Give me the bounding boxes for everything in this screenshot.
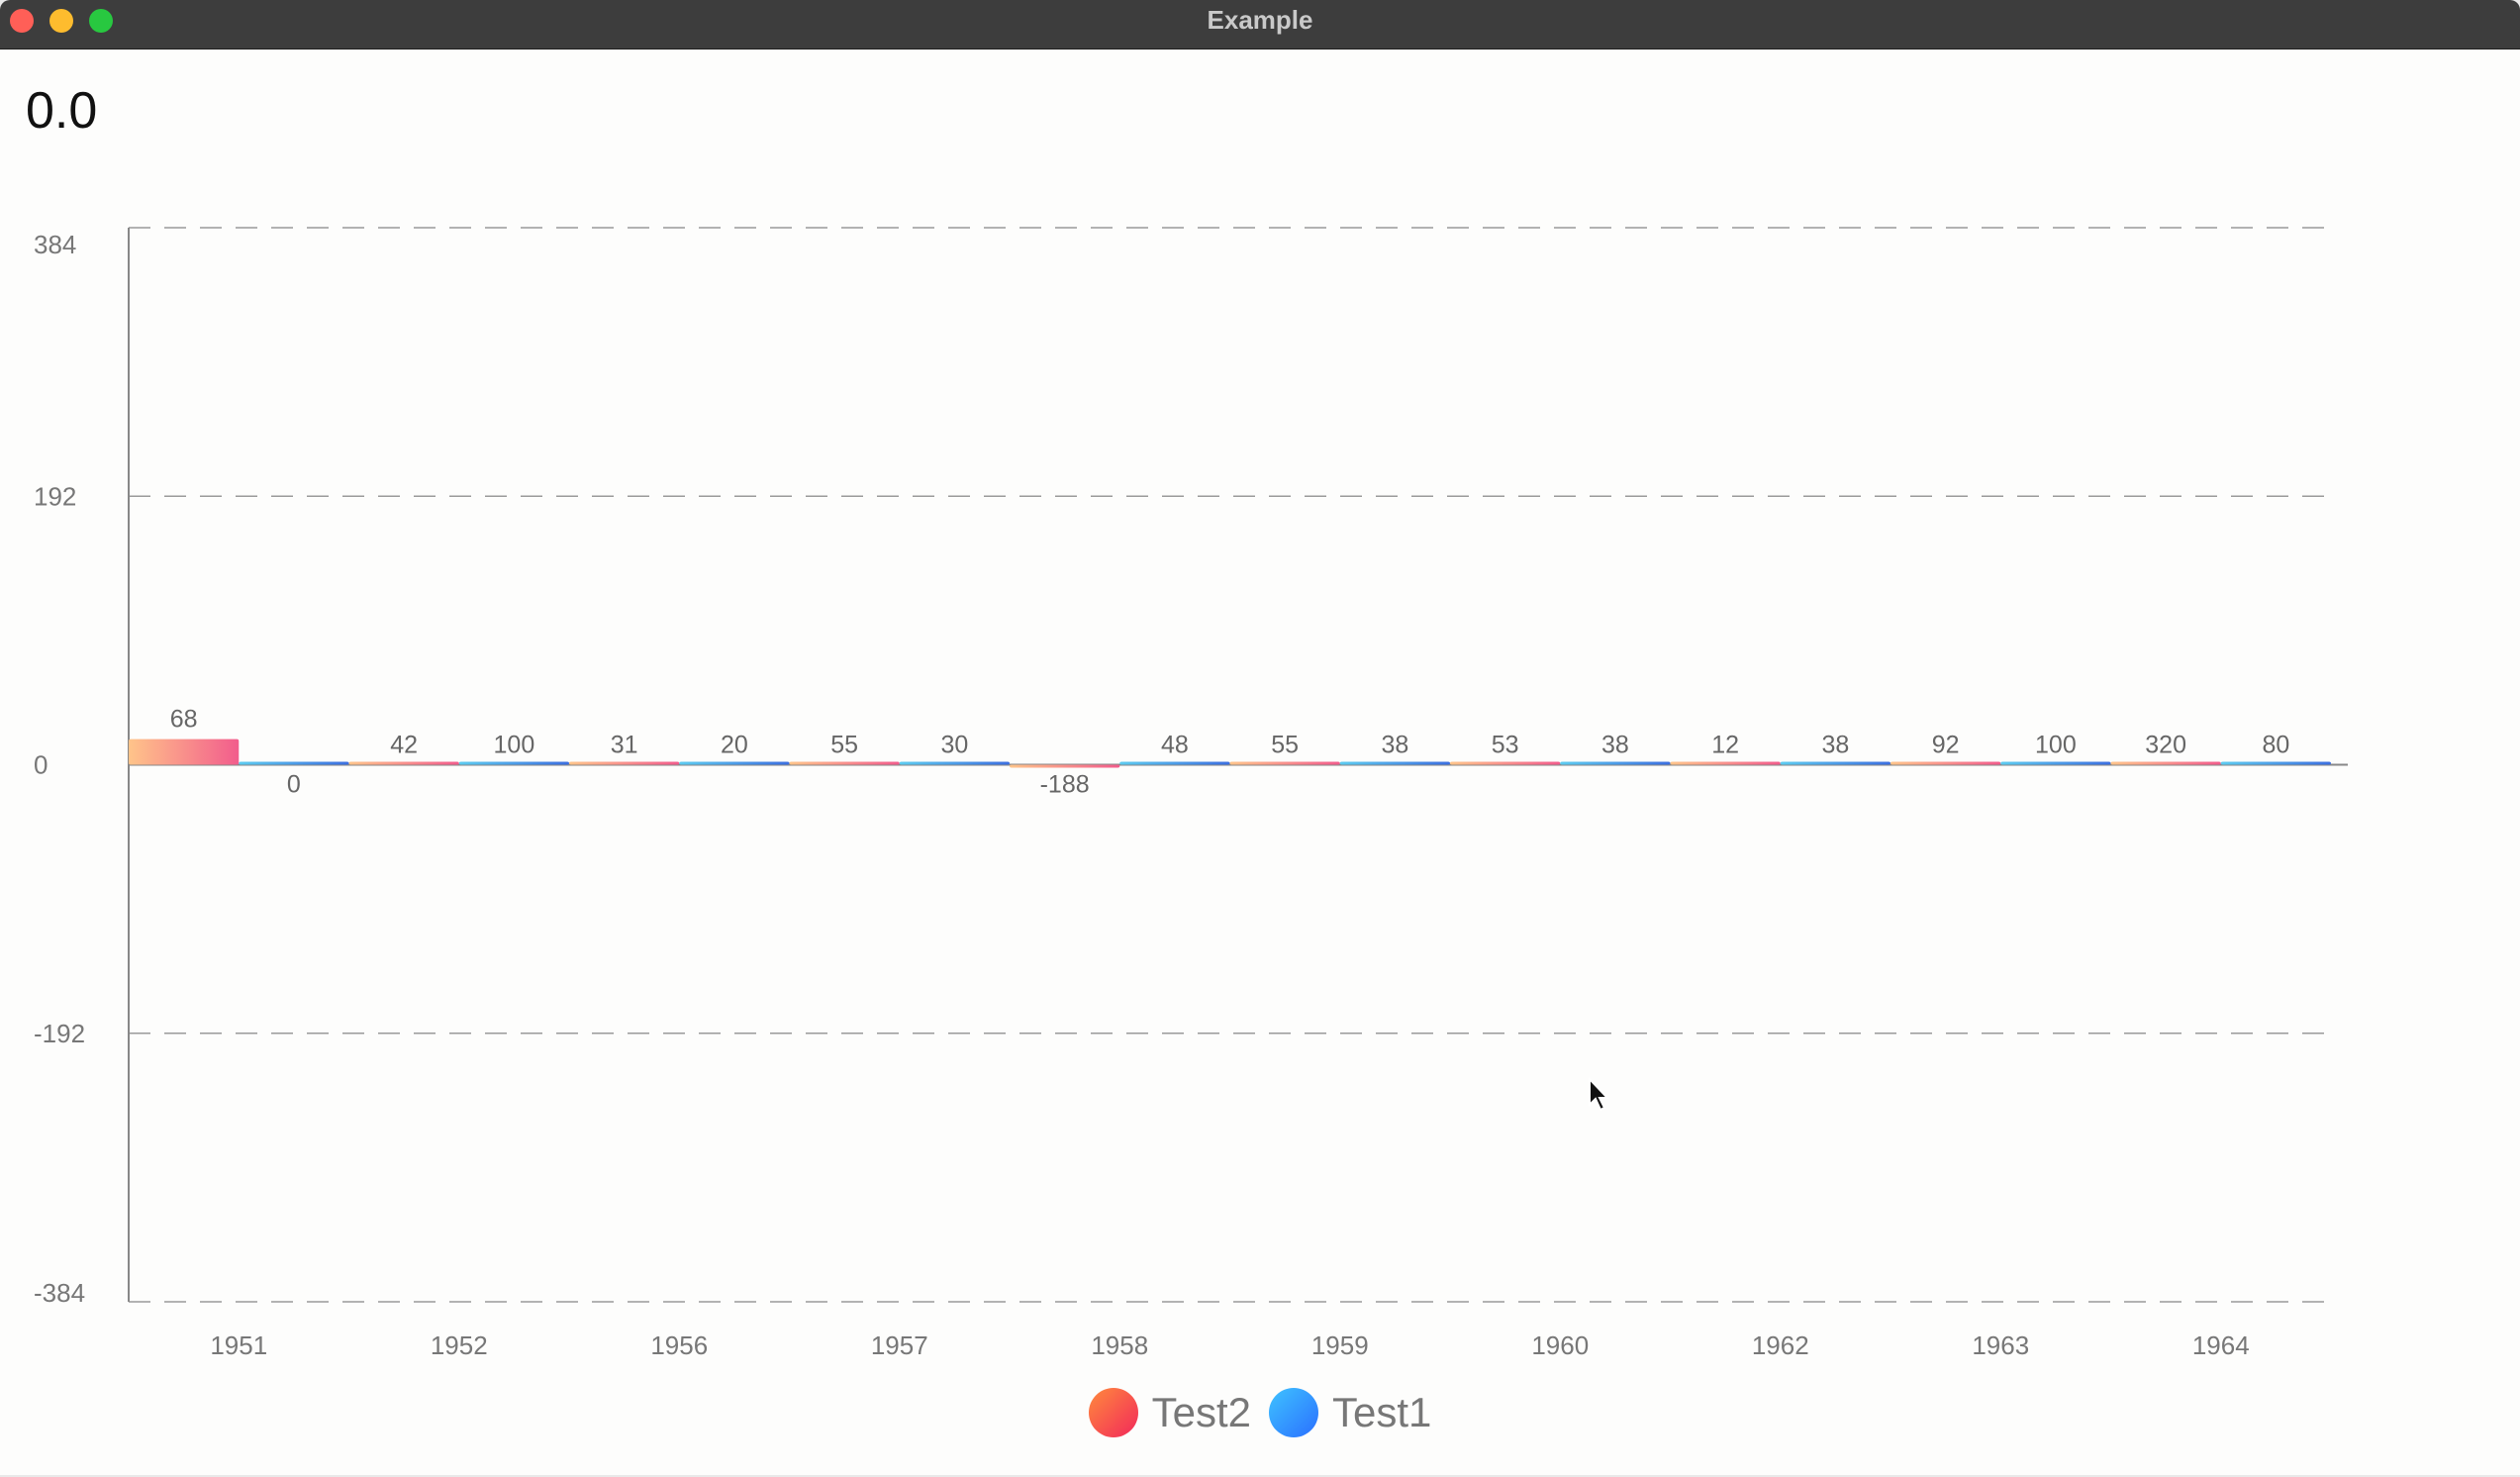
y-tick-label: -192 bbox=[34, 1019, 85, 1048]
legend-item-test2[interactable]: Test2 bbox=[1088, 1388, 1251, 1437]
data-label: 48 bbox=[1161, 732, 1189, 759]
value-readout: 0.0 bbox=[26, 82, 98, 140]
bar-test2-1958[interactable] bbox=[1010, 764, 1120, 768]
y-tick-label: 192 bbox=[34, 481, 76, 511]
title-bar[interactable]: Example bbox=[0, 0, 2520, 49]
data-label: 30 bbox=[940, 732, 968, 759]
legend-swatch-test2 bbox=[1088, 1388, 1138, 1437]
data-label: 42 bbox=[390, 732, 418, 759]
y-tick-label: 0 bbox=[34, 750, 48, 780]
grid-lines bbox=[129, 227, 2331, 1303]
bar-test2-1960[interactable] bbox=[1450, 761, 1561, 765]
data-label: 55 bbox=[830, 732, 858, 759]
minimize-window-button[interactable] bbox=[49, 9, 73, 33]
x-tick-label: 1956 bbox=[650, 1330, 708, 1360]
chart-legend: Test2 Test1 bbox=[0, 1388, 2520, 1437]
x-tick-label: 1964 bbox=[2192, 1330, 2250, 1360]
data-label: 53 bbox=[1492, 732, 1519, 759]
data-label: 80 bbox=[2262, 732, 2289, 759]
bar-test1-1956[interactable] bbox=[679, 761, 790, 765]
x-tick-label: 1960 bbox=[1531, 1330, 1589, 1360]
x-tick-label: 1959 bbox=[1311, 1330, 1369, 1360]
bar-test2-1951[interactable] bbox=[129, 738, 240, 765]
x-tick-label: 1951 bbox=[210, 1330, 267, 1360]
legend-label-test1: Test1 bbox=[1332, 1389, 1432, 1435]
bars bbox=[129, 738, 2331, 768]
y-tick-label: 384 bbox=[34, 230, 76, 259]
data-label: 12 bbox=[1711, 732, 1739, 759]
data-label: 20 bbox=[721, 732, 748, 759]
bar-test1-1959[interactable] bbox=[1339, 761, 1450, 765]
x-tick-label: 1962 bbox=[1752, 1330, 1809, 1360]
bar-test1-1964[interactable] bbox=[2220, 761, 2331, 765]
mouse-pointer-icon bbox=[1589, 1077, 1610, 1112]
data-label: 38 bbox=[1381, 732, 1408, 759]
data-label: 100 bbox=[2035, 732, 2077, 759]
data-label: 55 bbox=[1271, 732, 1299, 759]
close-window-button[interactable] bbox=[10, 9, 34, 33]
bar-test1-1951[interactable] bbox=[239, 761, 349, 765]
data-label: 92 bbox=[1932, 732, 1960, 759]
x-tick-label: 1952 bbox=[431, 1330, 488, 1360]
bar-test2-1962[interactable] bbox=[1670, 761, 1781, 765]
x-tick-label: 1957 bbox=[871, 1330, 928, 1360]
bar-test2-1964[interactable] bbox=[2110, 761, 2221, 765]
axes: 384 192 0 -192 -384 1951 1952 1956 1957 1958 1959 1… bbox=[34, 228, 2348, 1360]
y-tick-label: -384 bbox=[34, 1278, 85, 1308]
bar-test1-1952[interactable] bbox=[458, 761, 569, 765]
bar-test2-1963[interactable] bbox=[1890, 761, 2001, 765]
data-label: 320 bbox=[2145, 732, 2186, 759]
legend-label-test2: Test2 bbox=[1151, 1389, 1251, 1435]
x-tick-label: 1958 bbox=[1091, 1330, 1148, 1360]
bar-test1-1957[interactable] bbox=[899, 761, 1010, 765]
data-label: 31 bbox=[611, 732, 638, 759]
x-tick-label: 1963 bbox=[1972, 1330, 2029, 1360]
zoom-window-button[interactable] bbox=[89, 9, 113, 33]
bar-test1-1960[interactable] bbox=[1560, 761, 1671, 765]
bar-test1-1963[interactable] bbox=[2000, 761, 2111, 765]
data-label: 38 bbox=[1601, 732, 1629, 759]
legend-item-test1[interactable]: Test1 bbox=[1269, 1388, 1431, 1437]
data-label: 100 bbox=[494, 732, 535, 759]
data-label: 38 bbox=[1821, 732, 1849, 759]
data-label: -188 bbox=[1040, 771, 1090, 799]
bar-test1-1958[interactable] bbox=[1119, 761, 1230, 765]
bar-test2-1957[interactable] bbox=[789, 761, 900, 765]
data-label: 68 bbox=[170, 706, 198, 734]
bar-test1-1962[interactable] bbox=[1780, 761, 1890, 765]
bar-test2-1952[interactable] bbox=[348, 761, 459, 765]
data-label: 0 bbox=[287, 771, 301, 799]
bar-test2-1959[interactable] bbox=[1229, 761, 1340, 765]
bar-test2-1956[interactable] bbox=[569, 761, 680, 765]
data-labels: 68 0 42 100 31 20 55 30 -188 48 55 38 53 38 12 38 92 100 3… bbox=[170, 706, 2290, 799]
window-title: Example bbox=[1207, 5, 1313, 35]
legend-swatch-test1 bbox=[1269, 1388, 1318, 1437]
